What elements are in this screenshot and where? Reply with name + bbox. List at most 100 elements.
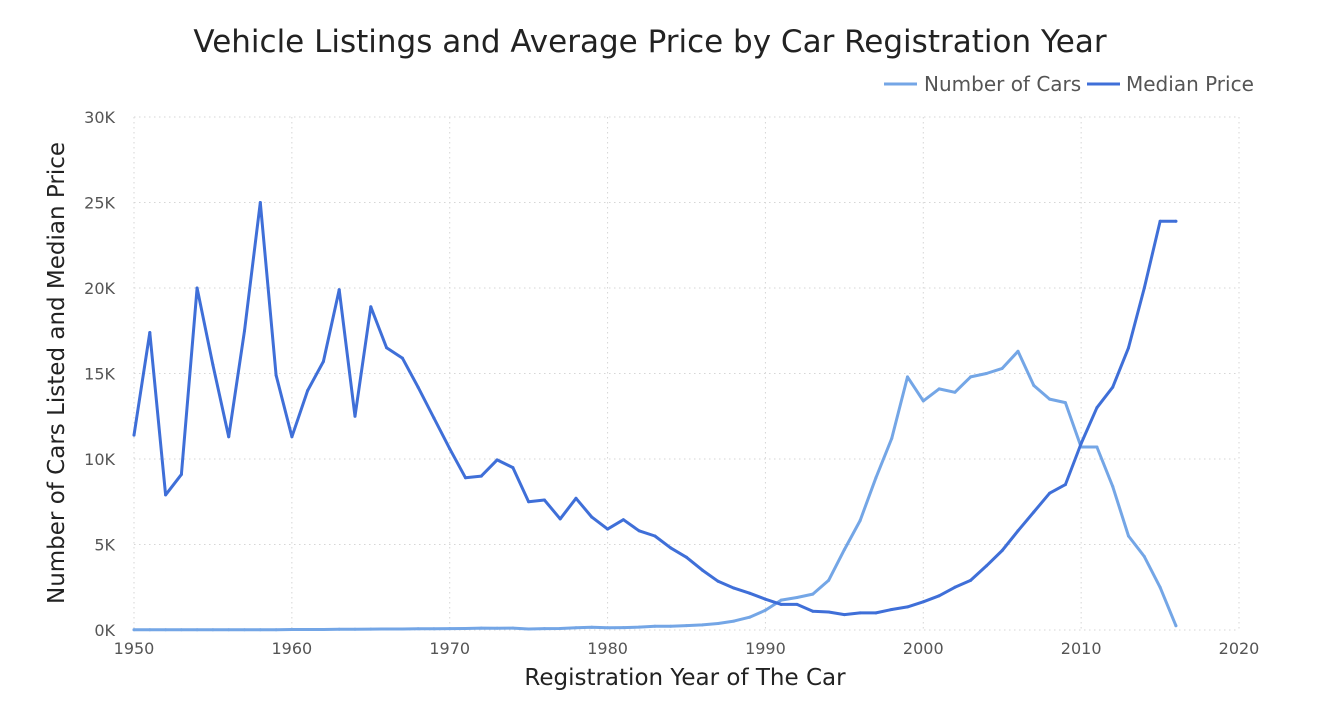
data-point-median-price <box>132 433 136 437</box>
data-point-median-price <box>590 515 594 519</box>
data-point-number-of-cars <box>495 626 499 630</box>
data-point-number-of-cars <box>574 626 578 630</box>
data-point-number-of-cars <box>432 627 436 631</box>
data-point-median-price <box>495 458 499 462</box>
data-point-median-price <box>827 610 831 614</box>
data-point-number-of-cars <box>290 628 294 631</box>
data-point-median-price <box>290 435 294 439</box>
data-point-median-price <box>542 498 546 502</box>
data-point-median-price <box>969 578 973 582</box>
data-point-median-price <box>653 534 657 538</box>
data-point-number-of-cars <box>1174 624 1178 628</box>
data-point-median-price <box>874 611 878 615</box>
data-point-median-price <box>984 564 988 568</box>
data-point-median-price <box>164 493 168 497</box>
data-point-number-of-cars <box>211 628 215 632</box>
x-tick-label: 2020 <box>1219 639 1260 658</box>
data-point-number-of-cars <box>795 596 799 599</box>
data-point-number-of-cars <box>653 624 657 628</box>
data-point-number-of-cars <box>685 624 688 628</box>
data-point-number-of-cars <box>748 615 752 619</box>
data-point-median-price <box>1079 442 1083 446</box>
data-point-median-price <box>353 414 357 418</box>
data-point-median-price <box>748 591 752 595</box>
data-point-number-of-cars <box>984 372 988 375</box>
data-point-number-of-cars <box>479 626 483 630</box>
data-point-median-price <box>258 201 262 204</box>
data-point-number-of-cars <box>811 592 815 596</box>
data-point-number-of-cars <box>258 628 262 632</box>
chart-title: Vehicle Listings and Average Price by Ca… <box>193 24 1106 60</box>
data-point-number-of-cars <box>132 628 136 632</box>
data-point-number-of-cars <box>464 627 467 630</box>
data-point-number-of-cars <box>1111 484 1115 488</box>
legend-label-median-price: Median Price <box>1126 72 1254 96</box>
data-point-number-of-cars <box>700 623 704 627</box>
data-point-median-price <box>637 529 641 533</box>
data-point-median-price <box>669 546 673 550</box>
data-point-median-price <box>842 613 846 617</box>
data-point-number-of-cars <box>1095 445 1099 449</box>
legend: Number of Cars Median Price <box>884 72 1254 96</box>
data-point-median-price <box>511 466 515 470</box>
y-tick-label: 20K <box>84 279 115 298</box>
data-point-number-of-cars <box>1158 585 1162 589</box>
data-point-number-of-cars <box>448 627 452 631</box>
data-point-number-of-cars <box>527 627 531 631</box>
data-point-number-of-cars <box>337 627 341 631</box>
data-point-median-price <box>1142 286 1146 290</box>
data-point-number-of-cars <box>1142 555 1146 558</box>
data-point-median-price <box>716 579 720 583</box>
x-tick-label: 2000 <box>903 639 944 658</box>
data-point-number-of-cars <box>1032 384 1036 387</box>
data-point-median-price <box>621 518 625 522</box>
data-point-median-price <box>685 555 688 559</box>
data-point-number-of-cars <box>416 627 420 631</box>
data-point-number-of-cars <box>874 476 878 480</box>
data-point-number-of-cars <box>542 627 546 631</box>
series-line-number-of-cars <box>132 349 1178 632</box>
series-median-price <box>132 201 1178 617</box>
x-axis-title: Registration Year of The Car <box>524 665 846 691</box>
data-point-median-price <box>400 356 404 360</box>
data-point-number-of-cars <box>195 628 199 632</box>
data-point-median-price <box>274 373 278 377</box>
data-point-median-price <box>464 476 467 480</box>
data-point-median-price <box>179 472 183 476</box>
data-point-median-price <box>1000 549 1004 552</box>
data-point-number-of-cars <box>669 624 673 628</box>
data-point-median-price <box>321 360 325 363</box>
data-point-number-of-cars <box>511 626 515 630</box>
series-line-median-price <box>132 201 1178 617</box>
data-point-median-price <box>195 286 199 290</box>
data-point-median-price <box>1127 346 1130 350</box>
data-point-number-of-cars <box>606 626 610 630</box>
data-point-median-price <box>890 608 894 611</box>
data-point-median-price <box>921 600 925 604</box>
data-point-median-price <box>1111 385 1115 389</box>
data-point-number-of-cars <box>274 628 278 632</box>
data-point-number-of-cars <box>164 628 168 632</box>
data-point-median-price <box>385 346 389 350</box>
data-point-number-of-cars <box>243 628 246 632</box>
data-point-median-price <box>858 611 862 615</box>
data-point-median-price <box>779 602 783 606</box>
data-point-number-of-cars <box>921 399 925 403</box>
data-point-number-of-cars <box>306 628 310 631</box>
data-point-number-of-cars <box>716 622 720 625</box>
data-point-number-of-cars <box>353 627 357 631</box>
y-tick-label: 0K <box>94 621 115 640</box>
data-point-median-price <box>953 585 957 589</box>
data-point-median-price <box>811 609 815 613</box>
data-point-median-price <box>606 527 610 531</box>
data-point-median-price <box>1048 491 1052 495</box>
data-point-median-price <box>558 517 562 521</box>
data-point-number-of-cars <box>1000 366 1004 370</box>
data-point-median-price <box>795 602 799 606</box>
y-tick-label: 25K <box>84 194 115 213</box>
data-point-median-price <box>448 447 452 451</box>
x-tick-label: 2010 <box>1061 639 1102 658</box>
data-point-number-of-cars <box>890 437 894 440</box>
data-point-number-of-cars <box>1063 401 1067 405</box>
data-point-number-of-cars <box>1127 534 1130 538</box>
